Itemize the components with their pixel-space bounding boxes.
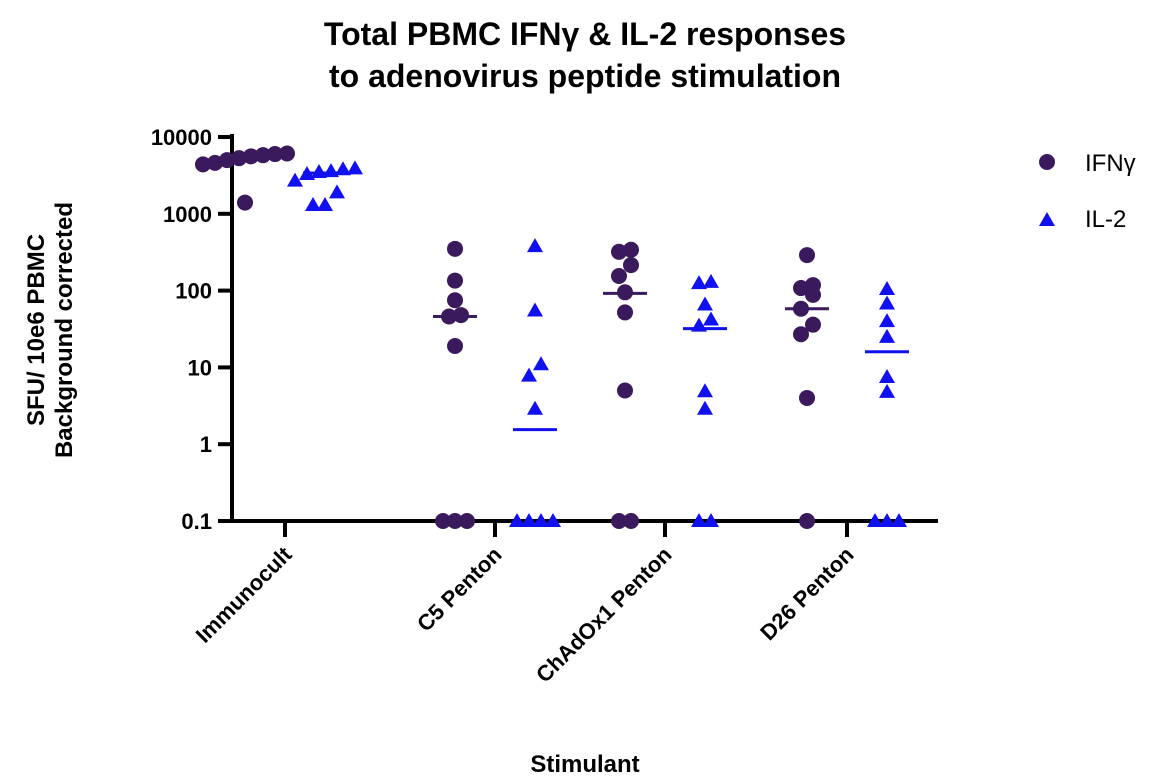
il2-point — [691, 513, 707, 527]
il2-point — [527, 238, 543, 253]
il2-point — [697, 400, 713, 415]
ifng-point — [447, 240, 463, 257]
il2-point — [879, 328, 895, 343]
ifng-point — [219, 152, 235, 169]
legend-label-il2: IL-2 — [1085, 206, 1126, 233]
legend-marker-ifng — [1039, 154, 1055, 170]
x-axis-label: Stimulant — [530, 751, 639, 778]
ifng-point — [267, 146, 283, 163]
ifng-point — [207, 154, 223, 171]
legend-label-ifng: IFNγ — [1085, 150, 1136, 177]
x-ticks: Immunocult C5 Penton ChAdOx1 Penton D26 Pen… — [191, 521, 859, 687]
ifng-point — [243, 148, 259, 165]
y-ticks: 0.1 1 10 100 1000 10000 — [151, 125, 232, 534]
il2-point — [891, 513, 907, 527]
il2-point — [703, 513, 719, 527]
il2-point — [521, 367, 537, 382]
ifng-point — [447, 292, 463, 309]
ifng-point — [611, 513, 627, 529]
y-tick-label: 10 — [188, 355, 212, 380]
ifng-point — [447, 272, 463, 289]
il2-point — [545, 513, 561, 527]
il2-point — [697, 383, 713, 398]
ifng-point — [195, 156, 211, 173]
ifng-point — [623, 513, 639, 529]
y-axis-label-line-2: Background corrected — [51, 202, 78, 458]
il2-point — [527, 400, 543, 415]
x-tick-label: ChAdOx1 Penton — [531, 542, 677, 688]
il2-point — [697, 296, 713, 311]
il2-point — [879, 368, 895, 383]
ifng-point — [617, 304, 633, 321]
il2-point — [691, 275, 707, 290]
legend-marker-il2 — [1039, 212, 1055, 226]
il2-point — [879, 513, 895, 527]
il2-point — [527, 302, 543, 317]
median-lines — [223, 156, 909, 432]
ifng-point — [799, 513, 815, 529]
ifng-point — [447, 513, 463, 529]
ifng-point — [793, 326, 809, 343]
il2-point — [879, 295, 895, 310]
x-tick-label: D26 Penton — [755, 542, 858, 645]
y-axis-label-line-1: SFU/ 10e6 PBMC — [23, 234, 50, 426]
il2-point — [879, 280, 895, 295]
ifng-point — [459, 513, 475, 529]
il2-point — [317, 197, 333, 212]
ifng-point — [611, 267, 627, 284]
chart-title-line-1: Total PBMC IFNγ & IL-2 responses — [324, 16, 846, 52]
ifng-point — [805, 277, 821, 294]
ifng-point — [799, 247, 815, 264]
x-tick-label: Immunocult — [191, 541, 297, 647]
il2-point — [305, 197, 321, 212]
y-tick-label: 0.1 — [181, 509, 212, 534]
ifng-point — [279, 145, 295, 162]
il2-point — [311, 164, 327, 179]
il2-point — [521, 513, 537, 527]
ifng-point — [447, 337, 463, 354]
ifng-point — [623, 241, 639, 258]
legend: IFNγ IL-2 — [1039, 150, 1136, 233]
chart-title-line-2: to adenovirus peptide stimulation — [329, 58, 841, 94]
y-tick-label: 100 — [175, 279, 212, 304]
y-tick-label: 1000 — [163, 202, 212, 227]
il2-point — [879, 383, 895, 398]
data-points — [195, 145, 907, 529]
il2-point — [533, 513, 549, 527]
ifng-point — [435, 513, 451, 529]
y-tick-label: 1 — [200, 432, 212, 457]
il2-point — [703, 273, 719, 288]
ifng-point — [623, 257, 639, 274]
ifng-point — [611, 243, 627, 260]
ifng-point — [805, 316, 821, 333]
il2-point — [867, 513, 883, 527]
il2-point — [703, 311, 719, 326]
il2-point — [533, 356, 549, 371]
ifng-point — [237, 194, 253, 211]
y-tick-label: 10000 — [151, 125, 212, 150]
il2-point — [347, 160, 363, 175]
ifng-point — [793, 280, 809, 297]
il2-point — [879, 313, 895, 328]
il2-point — [509, 513, 525, 527]
il2-point — [287, 172, 303, 187]
ifng-point — [617, 382, 633, 399]
il2-point — [329, 184, 345, 199]
ifng-point — [799, 389, 815, 406]
x-tick-label: C5 Penton — [412, 542, 507, 637]
